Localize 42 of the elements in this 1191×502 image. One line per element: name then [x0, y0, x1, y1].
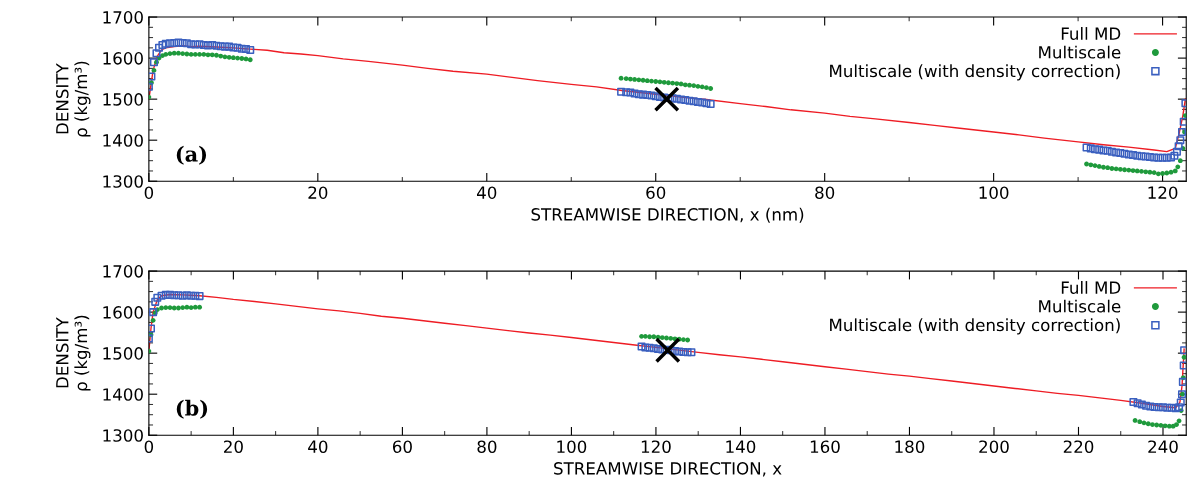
- legend-label: Multiscale (with density correction): [830, 64, 1120, 81]
- y-axis-title: DENSITY ρ (kg/m³): [55, 61, 91, 137]
- y-tick-label: 1700: [103, 11, 143, 24]
- legend-label: Full MD: [1061, 281, 1121, 294]
- legend-label: Multiscale: [1039, 45, 1121, 59]
- x-tick-label: 40: [308, 440, 328, 453]
- y-tick-label: 1700: [103, 265, 143, 278]
- x-tick-label: 240: [1148, 440, 1178, 453]
- y-tick-label: 1400: [103, 134, 143, 147]
- x-tick-label: 160: [810, 440, 840, 453]
- y-tick-label: 1300: [103, 175, 143, 188]
- x-tick-label: 80: [815, 186, 835, 199]
- x-tick-label: 120: [641, 440, 671, 453]
- x-tick-label: 20: [308, 186, 328, 199]
- x-axis-title: STREAMWISE DIRECTION, x: [554, 462, 782, 477]
- x-tick-label: 60: [646, 186, 666, 199]
- x-tick-label: 60: [392, 440, 412, 453]
- x-tick-label: 180: [895, 440, 925, 453]
- x-tick-label: 100: [557, 440, 587, 453]
- x-tick-label: 220: [1063, 440, 1094, 453]
- legend-label: Full MD: [1061, 27, 1121, 40]
- x-tick-label: 20: [224, 440, 243, 453]
- x-tick-label: 200: [979, 440, 1009, 453]
- annotation: (b): [176, 399, 208, 419]
- y-tick-label: 1400: [103, 388, 143, 401]
- legend-label: Multiscale: [1039, 299, 1121, 313]
- x-tick-label: 120: [1148, 186, 1178, 199]
- annotation: (a): [176, 145, 207, 165]
- y-axis-title: DENSITY ρ (kg/m³): [55, 315, 91, 391]
- x-tick-label: 100: [979, 186, 1009, 199]
- x-tick-label: 80: [477, 440, 497, 453]
- x-tick-label: 0: [144, 186, 154, 199]
- x-axis-title: STREAMWISE DIRECTION, x (nm): [531, 207, 804, 223]
- y-tick-label: 1300: [103, 429, 143, 442]
- y-tick-label: 1600: [103, 52, 143, 65]
- x-tick-label: 140: [726, 440, 756, 453]
- y-tick-label: 1500: [103, 347, 143, 360]
- y-tick-label: 1600: [103, 306, 143, 319]
- y-tick-label: 1500: [103, 93, 143, 106]
- x-tick-label: 0: [144, 440, 154, 453]
- x-tick-label: 40: [476, 186, 497, 199]
- legend-label: Multiscale (with density correction): [830, 318, 1120, 335]
